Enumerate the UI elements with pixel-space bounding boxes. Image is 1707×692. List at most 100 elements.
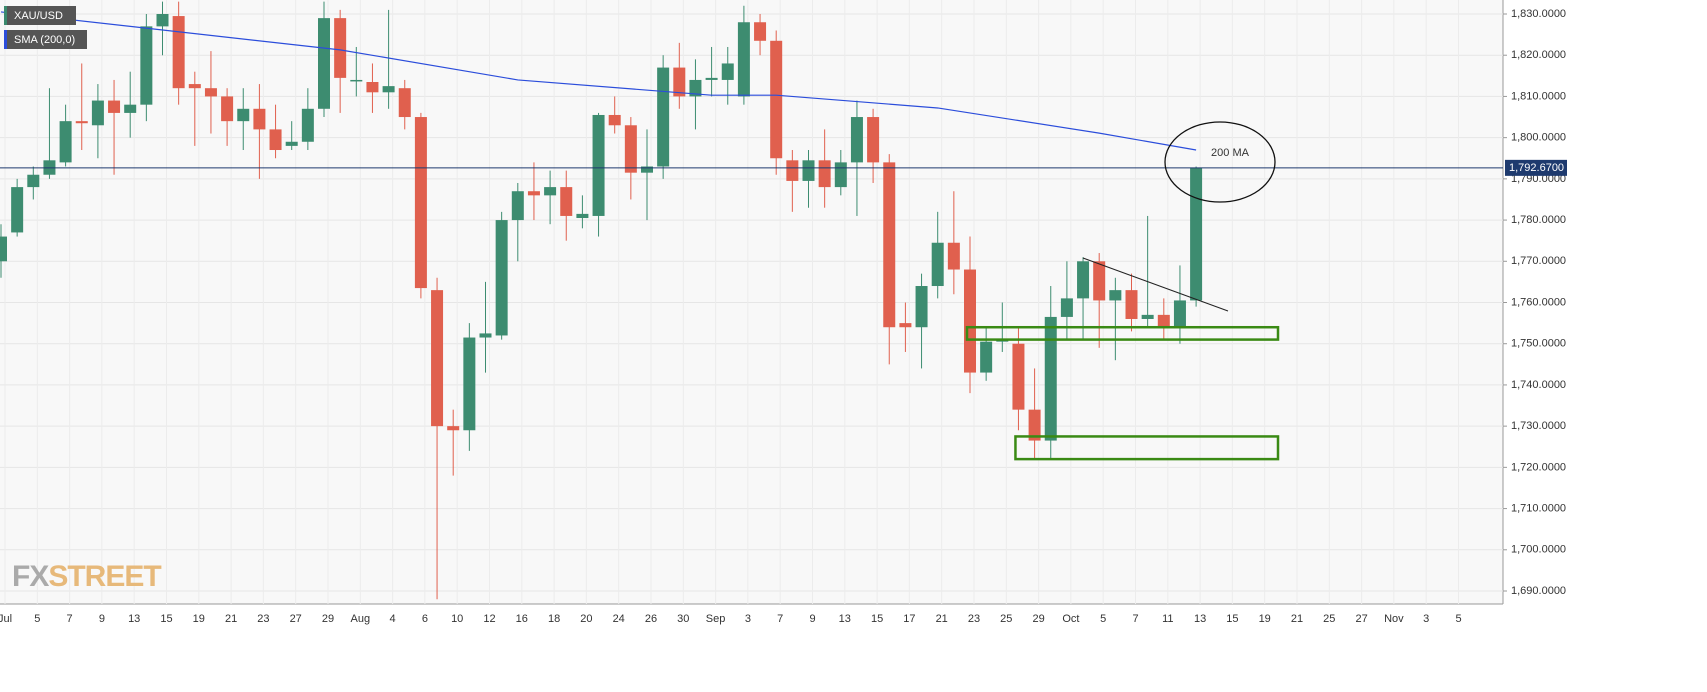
candle-body	[269, 129, 282, 151]
candle-body	[673, 67, 686, 97]
candle-body	[1125, 290, 1138, 319]
legend-swatch	[4, 30, 7, 49]
candle-body	[657, 67, 670, 167]
last-price-label: 1,792.6700	[1509, 162, 1564, 174]
x-tick-label: 13	[1194, 613, 1206, 625]
x-tick-label: Sep	[706, 613, 726, 625]
support-zone	[1014, 435, 1280, 461]
candle-body	[850, 117, 863, 163]
y-tick-label: 1,690.0000	[1511, 585, 1566, 597]
y-tick-label: 1,830.0000	[1511, 8, 1566, 20]
x-tick-label: 3	[1423, 613, 1429, 625]
y-tick-label: 1,800.0000	[1511, 132, 1566, 144]
legend-label: XAU/USD	[14, 10, 63, 22]
candle-body	[818, 160, 831, 188]
x-tick-label: Oct	[1062, 613, 1079, 625]
x-tick-label: 7	[777, 613, 783, 625]
candle-body	[576, 213, 589, 219]
legend-swatch	[4, 6, 7, 25]
candle-body	[689, 79, 702, 97]
y-tick-label: 1,760.0000	[1511, 296, 1566, 308]
sma-line	[0, 11, 1197, 151]
watermark-fx: FX	[12, 560, 49, 593]
candle-body	[592, 114, 605, 216]
x-tick-label: 18	[548, 613, 560, 625]
candle-body	[495, 220, 508, 336]
x-tick-label: 15	[871, 613, 883, 625]
candle-body	[140, 26, 153, 105]
candle-body	[11, 187, 24, 233]
candle-body	[1044, 316, 1057, 441]
x-tick-label: 27	[1355, 613, 1367, 625]
candle-body	[414, 117, 427, 289]
candle-body	[608, 114, 621, 126]
candle-body	[237, 108, 250, 122]
x-tick-label: 5	[1455, 613, 1461, 625]
y-tick-label: 1,730.0000	[1511, 420, 1566, 432]
x-tick-label: 7	[67, 613, 73, 625]
y-tick-label: 1,740.0000	[1511, 379, 1566, 391]
y-tick-label: 1,710.0000	[1511, 502, 1566, 514]
candle-body	[75, 121, 88, 124]
x-tick-label: 24	[613, 613, 625, 625]
candle-body	[883, 162, 896, 328]
x-tick-label: Nov	[1384, 613, 1404, 625]
candle-body	[301, 108, 314, 142]
y-tick-label: 1,720.0000	[1511, 461, 1566, 473]
candle-body	[0, 236, 7, 262]
x-tick-label: 21	[225, 613, 237, 625]
x-tick-label: 12	[483, 613, 495, 625]
candle-body	[511, 191, 524, 221]
candle-body	[754, 22, 767, 41]
candle-body	[431, 290, 444, 427]
watermark: FXSTREET	[12, 560, 161, 593]
candle-body	[108, 100, 121, 113]
annotation-circle	[1164, 121, 1276, 203]
x-tick-label: 9	[809, 613, 815, 625]
y-tick-label: 1,820.0000	[1511, 49, 1566, 61]
candle-body	[544, 187, 557, 196]
x-tick-label: 4	[390, 613, 396, 625]
annotation: 200 MA	[1211, 147, 1250, 159]
candle-body	[705, 77, 718, 80]
candle-body	[1012, 343, 1025, 410]
x-tick-label: 26	[645, 613, 657, 625]
support-zone	[965, 325, 1280, 341]
x-tick-label: Jul	[0, 613, 12, 625]
x-tick-label: 7	[1132, 613, 1138, 625]
x-tick-label: Aug	[351, 613, 371, 625]
y-tick-label: 1,750.0000	[1511, 338, 1566, 350]
x-tick-label: 19	[193, 613, 205, 625]
x-tick-label: 27	[290, 613, 302, 625]
candle-body	[867, 117, 880, 163]
candle-body	[479, 333, 492, 338]
candle-body	[641, 166, 653, 173]
candle-body	[366, 82, 379, 93]
x-tick-label: 29	[1032, 613, 1044, 625]
x-tick-label: 13	[128, 613, 140, 625]
candle-body	[285, 141, 298, 146]
candle-body	[350, 79, 363, 82]
x-tick-label: 17	[903, 613, 915, 625]
candle-body	[1141, 314, 1154, 319]
candle-body	[899, 323, 912, 328]
candle-body	[27, 174, 40, 188]
x-tick-label: 11	[1162, 613, 1173, 625]
last-price-box	[1505, 159, 1567, 176]
candle-body	[915, 286, 928, 328]
x-tick-label: 19	[1259, 613, 1271, 625]
x-tick-label: 29	[322, 613, 334, 625]
legend-box	[4, 6, 76, 25]
y-tick-label: 1,700.0000	[1511, 544, 1566, 556]
candle-body	[447, 426, 460, 431]
candle-body	[91, 100, 104, 126]
x-tick-label: 15	[1226, 613, 1238, 625]
candle-body	[947, 242, 960, 270]
candle-body	[624, 125, 637, 173]
x-tick-label: 13	[839, 613, 851, 625]
candle-body	[188, 84, 201, 89]
candle-body	[1109, 290, 1122, 301]
candle-body	[931, 242, 944, 287]
x-tick-label: 30	[677, 613, 689, 625]
candle-body	[1157, 314, 1170, 328]
